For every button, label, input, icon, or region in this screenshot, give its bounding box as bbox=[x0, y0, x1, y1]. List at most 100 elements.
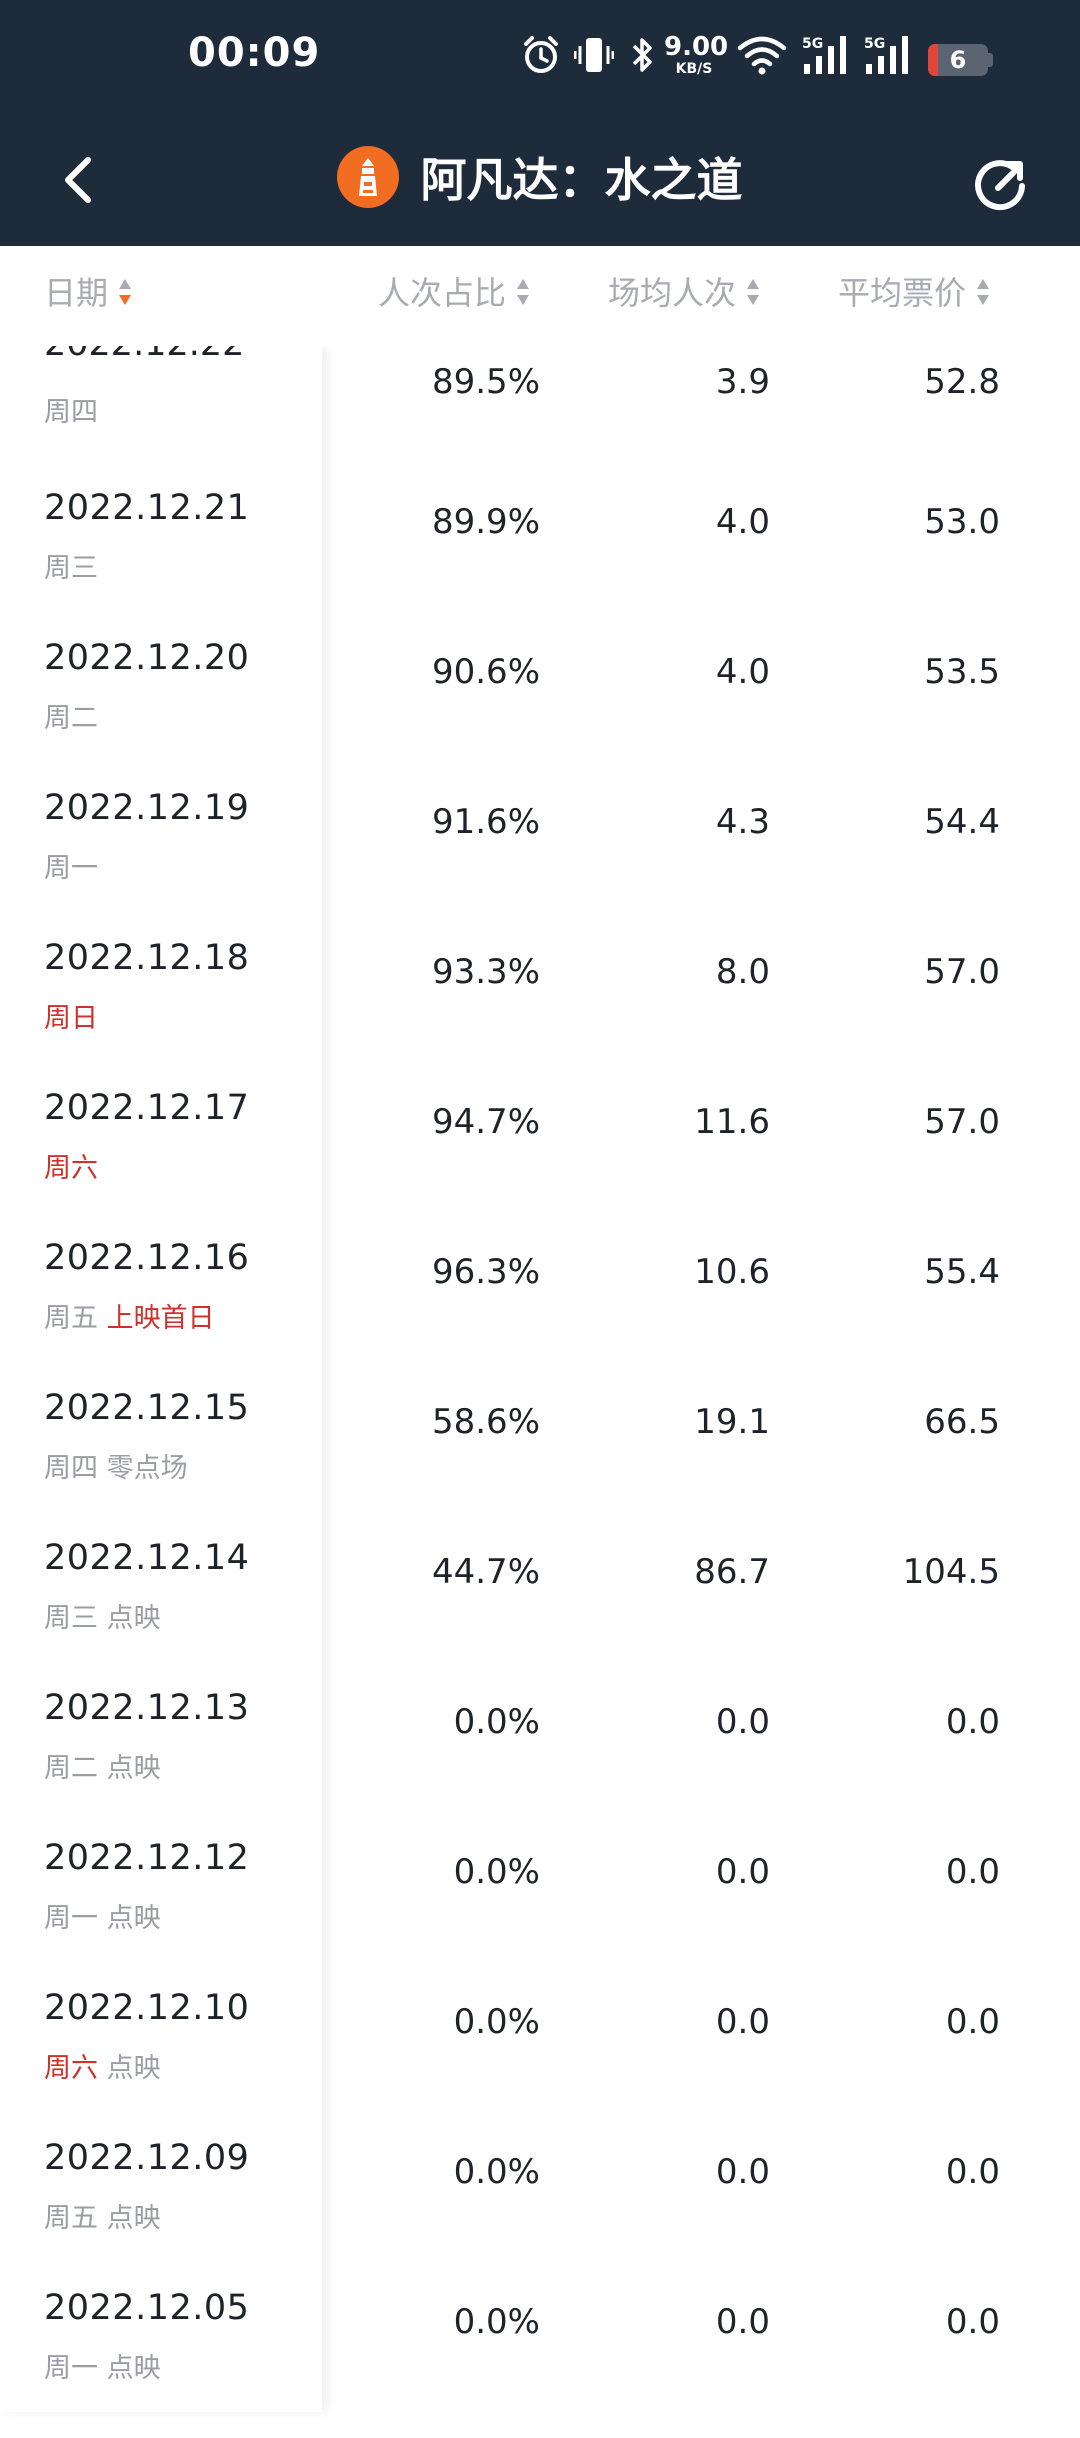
signal-icon-1: 5G bbox=[802, 36, 846, 74]
cell-avg-price: 0.0 bbox=[945, 2152, 1000, 2192]
cell-avg-price: 57.0 bbox=[924, 1102, 1000, 1142]
cell-avg-audience: 0.0 bbox=[715, 1852, 770, 1892]
row-sub: 周二 bbox=[44, 696, 98, 735]
row-sub: 周三 bbox=[44, 546, 98, 585]
date-column-bg bbox=[0, 346, 322, 2412]
row-weekday: 周一 bbox=[44, 1903, 98, 1934]
cell-avg-price: 0.0 bbox=[945, 2002, 1000, 2042]
cell-avg-price: 53.0 bbox=[924, 502, 1000, 542]
cell-avg-audience: 3.9 bbox=[715, 362, 770, 402]
row-note: 零点场 bbox=[106, 1453, 188, 1484]
row-weekday: 周二 bbox=[44, 1753, 98, 1784]
row-weekday: 周六 bbox=[44, 1153, 98, 1184]
cell-avg-audience: 4.3 bbox=[715, 802, 770, 842]
row-weekday: 周三 bbox=[44, 553, 98, 584]
signal2-label: 5G bbox=[864, 36, 885, 52]
row-date: 2022.12.16 bbox=[44, 1238, 250, 1278]
net-speed: 9.00 KB/S bbox=[664, 32, 729, 76]
cell-avg-price: 55.4 bbox=[924, 1252, 1000, 1292]
bluetooth-icon bbox=[632, 38, 652, 72]
cell-avg-audience: 4.0 bbox=[715, 502, 770, 542]
row-note: 点映 bbox=[106, 1903, 161, 1934]
row-date: 2022.12.09 bbox=[44, 2138, 250, 2178]
cell-avg-audience: 19.1 bbox=[694, 1402, 770, 1442]
table-row[interactable]: 2022.12.09 周五 点映 0.0% 0.0 0.0 bbox=[0, 2138, 1080, 2288]
cell-avg-price: 66.5 bbox=[924, 1402, 1000, 1442]
row-weekday: 周五 bbox=[44, 2203, 98, 2234]
cell-avg-audience: 0.0 bbox=[715, 2152, 770, 2192]
row-weekday: 周二 bbox=[44, 703, 98, 734]
row-date: 2022.12.20 bbox=[44, 638, 250, 678]
row-weekday: 周四 bbox=[44, 397, 98, 428]
row-date: 2022.12.21 bbox=[44, 488, 250, 528]
cell-avg-audience: 0.0 bbox=[715, 2302, 770, 2342]
table-row[interactable]: 2022.12.19 周一 91.6% 4.3 54.4 bbox=[0, 788, 1080, 938]
status-bar: 00:09 9.00 KB/S 5G bbox=[0, 0, 1080, 120]
table-row[interactable]: 2022.12.12 周一 点映 0.0% 0.0 0.0 bbox=[0, 1838, 1080, 1988]
row-sub: 周日 bbox=[44, 996, 98, 1035]
header-avg-audience[interactable]: 场均人次 bbox=[608, 266, 760, 320]
row-date: 2022.12.14 bbox=[44, 1538, 250, 1578]
table-row[interactable]: 2022.12.05 周一 点映 0.0% 0.0 0.0 bbox=[0, 2288, 1080, 2438]
table-row[interactable]: 2022.12.21 周三 89.9% 4.0 53.0 bbox=[0, 488, 1080, 638]
table-row[interactable]: 2022.12.14 周三 点映 44.7% 86.7 104.5 bbox=[0, 1538, 1080, 1688]
table-row[interactable]: 2022.12.15 周四 零点场 58.6% 19.1 66.5 bbox=[0, 1388, 1080, 1538]
row-sub: 周五 上映首日 bbox=[44, 1296, 215, 1335]
row-weekday: 周六 bbox=[44, 2053, 98, 2084]
cell-share: 89.9% bbox=[431, 502, 540, 542]
header-share[interactable]: 人次占比 bbox=[378, 266, 530, 320]
cell-avg-audience: 0.0 bbox=[715, 2002, 770, 2042]
table-header: 日期 人次占比 场均人次 平均票价 bbox=[0, 246, 1080, 346]
vibrate-icon bbox=[574, 38, 614, 72]
cell-avg-audience: 0.0 bbox=[715, 1702, 770, 1742]
chevron-left-icon[interactable] bbox=[52, 152, 108, 208]
row-sub: 周一 点映 bbox=[44, 1896, 161, 1935]
cell-avg-audience: 10.6 bbox=[694, 1252, 770, 1292]
cell-avg-price: 0.0 bbox=[945, 1702, 1000, 1742]
row-date: 2022.12.19 bbox=[44, 788, 250, 828]
table-row[interactable]: 2022.12.17 周六 94.7% 11.6 57.0 bbox=[0, 1088, 1080, 1238]
nav-bar: 阿凡达：水之道 bbox=[0, 120, 1080, 246]
row-date: 2022.12.05 bbox=[44, 2288, 250, 2328]
status-time: 00:09 bbox=[188, 30, 321, 76]
row-sub: 周四 零点场 bbox=[44, 1446, 188, 1485]
sort-icon bbox=[119, 279, 132, 305]
cell-share: 0.0% bbox=[453, 2152, 540, 2192]
table-row[interactable]: 2022.12.13 周二 点映 0.0% 0.0 0.0 bbox=[0, 1688, 1080, 1838]
lighthouse-logo-icon bbox=[337, 146, 400, 208]
table-row[interactable]: 周四 89.5% 3.9 52.8 bbox=[0, 356, 1080, 506]
page-title: 阿凡达：水之道 bbox=[420, 153, 743, 207]
row-weekday: 周一 bbox=[44, 2353, 98, 2384]
table-row[interactable]: 2022.12.20 周二 90.6% 4.0 53.5 bbox=[0, 638, 1080, 788]
sort-icon bbox=[747, 279, 760, 305]
table-row[interactable]: 2022.12.16 周五 上映首日 96.3% 10.6 55.4 bbox=[0, 1238, 1080, 1388]
row-note: 点映 bbox=[106, 1603, 161, 1634]
table-row[interactable]: 2022.12.10 周六 点映 0.0% 0.0 0.0 bbox=[0, 1988, 1080, 2138]
signal1-label: 5G bbox=[802, 36, 823, 52]
header-avg-price[interactable]: 平均票价 bbox=[838, 266, 990, 320]
cell-avg-price: 104.5 bbox=[902, 1552, 1000, 1592]
net-speed-value: 9.00 bbox=[664, 32, 729, 62]
app-header: 00:09 9.00 KB/S 5G bbox=[0, 0, 1080, 246]
battery-level: 6 bbox=[949, 46, 967, 74]
cell-avg-price: 52.8 bbox=[924, 362, 1000, 402]
page-title-wrap: 阿凡达：水之道 bbox=[0, 144, 1080, 220]
cell-avg-price: 0.0 bbox=[945, 2302, 1000, 2342]
refresh-icon[interactable] bbox=[970, 154, 1030, 214]
row-sub: 周一 bbox=[44, 846, 98, 885]
row-sub: 周三 点映 bbox=[44, 1596, 161, 1635]
cell-share: 0.0% bbox=[453, 1702, 540, 1742]
row-note: 点映 bbox=[106, 2203, 161, 2234]
row-sub: 周六 bbox=[44, 1146, 98, 1185]
row-date: 2022.12.15 bbox=[44, 1388, 250, 1428]
row-sub: 周五 点映 bbox=[44, 2196, 161, 2235]
wifi-icon bbox=[737, 36, 787, 75]
cell-share: 89.5% bbox=[431, 362, 540, 402]
row-note: 点映 bbox=[106, 2053, 161, 2084]
row-weekday: 周五 bbox=[44, 1303, 98, 1334]
battery-icon: 6 bbox=[928, 44, 988, 76]
header-date[interactable]: 日期 bbox=[44, 266, 132, 320]
cell-share: 58.6% bbox=[431, 1402, 540, 1442]
cell-avg-price: 54.4 bbox=[924, 802, 1000, 842]
table-row[interactable]: 2022.12.18 周日 93.3% 8.0 57.0 bbox=[0, 938, 1080, 1088]
